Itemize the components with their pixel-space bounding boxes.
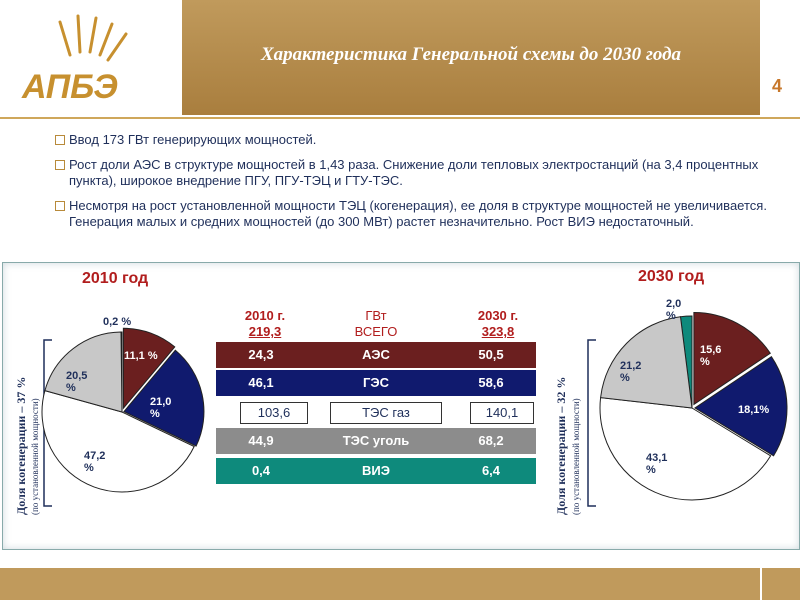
right-label-gas: 43,1 % xyxy=(646,452,668,476)
right-label-aes: 15,6 % xyxy=(700,344,722,368)
cell-2010: 44,9 xyxy=(248,433,274,448)
pie-slice-2 xyxy=(123,349,205,447)
left-label-vie: 0,2 % xyxy=(103,316,132,328)
cell-name: ВИЭ xyxy=(362,463,390,478)
cell-2010: 0,4 xyxy=(251,463,271,478)
pie-slice-3 xyxy=(599,397,772,501)
pie-slice-2 xyxy=(694,356,788,457)
bullet-item: Ввод 173 ГВт генерирующих мощностей. xyxy=(55,132,775,148)
left-label-ges: 21,0 % xyxy=(150,396,172,420)
bullet-list: Ввод 173 ГВт генерирующих мощностей. Рос… xyxy=(55,132,775,239)
header-total-label: ВСЕГО xyxy=(354,324,398,339)
logo-area: АПБЭ xyxy=(0,0,180,115)
page-title: Характеристика Генеральной схемы до 2030… xyxy=(260,44,682,65)
cell-2010: 24,3 xyxy=(248,347,274,362)
header-unit: ГВт xyxy=(365,308,387,323)
cell-name: ТЭС уголь xyxy=(342,433,410,448)
company-logo: АПБЭ xyxy=(21,14,128,106)
table-row-vie: 0,4 ВИЭ 6,4 xyxy=(216,458,536,484)
cell-2030: 140,1 xyxy=(470,402,534,424)
cell-2010: 46,1 xyxy=(248,375,274,390)
left-cogen-label: Доля когенерации – 37 % xyxy=(14,376,28,515)
cell-2010: 103,6 xyxy=(240,402,308,424)
cell-name: ТЭС газ xyxy=(330,402,442,424)
cell-2030: 50,5 xyxy=(478,347,504,362)
right-pie-chart xyxy=(599,311,788,501)
cell-2030: 58,6 xyxy=(478,375,504,390)
page-number: 4 xyxy=(772,76,783,96)
pie-slice-1 xyxy=(122,327,176,410)
cell-name: АЭС xyxy=(362,347,390,362)
cell-2030: 6,4 xyxy=(481,463,501,478)
header-2010-total: 219,3 xyxy=(248,324,282,339)
header-2030-label: 2030 г. xyxy=(477,308,519,323)
pie-slice-4 xyxy=(44,331,123,413)
left-cogen-sublabel: (по установленной мощности) xyxy=(30,398,40,515)
header-2030-total: 323,8 xyxy=(481,324,515,339)
right-chart-year: 2030 год xyxy=(638,268,705,285)
pie-slice-4 xyxy=(600,316,693,409)
bullet-item: Рост доли АЭС в структуре мощностей в 1,… xyxy=(55,157,775,189)
pie-slice-3 xyxy=(41,390,195,493)
right-cogen-sublabel: (по установленной мощности) xyxy=(571,398,581,515)
header-2010-label: 2010 г. xyxy=(244,308,286,323)
footer-corner xyxy=(762,568,800,600)
right-label-coal: 21,2 % xyxy=(620,360,642,384)
table-row-aes: 24,3 АЭС 50,5 xyxy=(216,342,536,368)
footer-bar xyxy=(0,568,760,600)
right-bracket xyxy=(587,339,596,507)
table-row-coal: 44,9 ТЭС уголь 68,2 xyxy=(216,428,536,454)
divider xyxy=(0,117,800,119)
header-2010: 2010 г. 219,3 xyxy=(232,308,298,340)
left-label-aes: 11,1 % xyxy=(124,350,158,362)
header-banner: Характеристика Генеральной схемы до 2030… xyxy=(182,0,760,115)
bullet-item: Несмотря на рост установленной мощности … xyxy=(55,198,775,230)
cell-2030: 68,2 xyxy=(478,433,504,448)
header-right xyxy=(762,0,800,115)
left-chart-year: 2010 год xyxy=(82,270,149,287)
table-row-ges: 46,1 ГЭС 58,6 xyxy=(216,370,536,396)
left-label-gas: 47,2 % xyxy=(84,450,106,474)
right-label-vie: 2,0 % xyxy=(666,298,682,322)
pie-slice-1 xyxy=(693,311,771,406)
left-label-coal: 20,5 % xyxy=(66,370,88,394)
cell-name: ГЭС xyxy=(362,375,389,390)
logo-text: АПБЭ xyxy=(21,68,118,106)
right-label-ges: 18,1% xyxy=(738,404,770,416)
right-cogen-label: Доля когенерации – 32 % xyxy=(554,376,568,515)
header-total: ГВт ВСЕГО xyxy=(336,308,416,340)
left-pie-chart xyxy=(41,327,205,493)
header-2030: 2030 г. 323,8 xyxy=(460,308,536,340)
